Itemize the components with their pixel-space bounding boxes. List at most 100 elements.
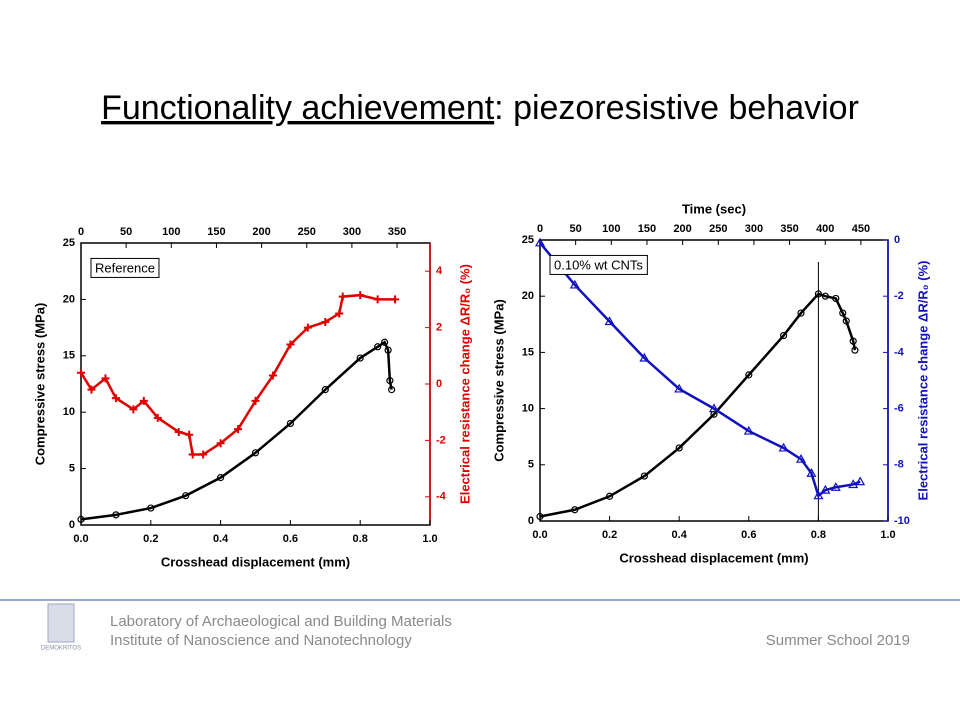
x-tick-label: 1.0 [880, 529, 895, 541]
y-tick-label: 15 [63, 350, 75, 362]
y-tick-label: 0 [528, 515, 534, 527]
x2-tick-label: 0 [78, 226, 84, 238]
y2-tick-label: 0 [436, 378, 442, 390]
data-point [806, 468, 817, 477]
data-point [820, 484, 831, 494]
data-point [356, 354, 364, 362]
data-point [386, 377, 394, 385]
x2-tick-label: 50 [570, 223, 582, 235]
x2-tick-label: 150 [207, 226, 225, 238]
logo-text: DEMOKRITOS [41, 646, 81, 652]
data-point [569, 279, 580, 289]
y-tick-label: 5 [528, 459, 534, 471]
data-point [605, 492, 614, 500]
data-point [286, 419, 294, 428]
data-point [251, 449, 260, 457]
data-point [321, 386, 329, 394]
data-point [821, 292, 829, 300]
data-point [87, 385, 96, 394]
y-tick-label: 20 [63, 293, 75, 305]
y-tick-label: 20 [522, 290, 534, 302]
annotation: Reference [95, 260, 155, 275]
x2-axis-title: Time (sec) [682, 201, 746, 216]
x2-tick-label: 100 [602, 223, 620, 235]
data-point [303, 323, 312, 332]
data-point [848, 479, 859, 489]
x2-tick-label: 50 [120, 226, 132, 238]
y-tick-label: 25 [522, 234, 534, 246]
x-tick-label: 0.8 [811, 529, 826, 541]
x2-tick-label: 200 [252, 226, 270, 238]
data-point [814, 290, 823, 298]
footer-lab: Laboratory of Archaeological and Buildin… [110, 613, 452, 630]
data-point [795, 453, 807, 463]
data-point [639, 352, 650, 362]
y-axis-title: Compressive stress (MPa) [491, 299, 506, 462]
data-point [851, 346, 859, 354]
data-point [321, 317, 330, 326]
series-line [539, 242, 861, 498]
data-point [832, 294, 840, 303]
data-point [675, 444, 683, 452]
data-point [335, 309, 344, 318]
data-point [153, 413, 162, 422]
data-point [374, 343, 382, 351]
x-tick-label: 0.2 [602, 529, 617, 541]
y-tick-label: 10 [522, 403, 534, 415]
data-point [536, 512, 544, 521]
title-underlined: Functionality achievement [101, 89, 495, 127]
data-point [830, 482, 841, 491]
x-tick-label: 0.0 [73, 533, 88, 545]
y2-axis-title: Electrical resistance change ΔR/R₀ (%) [915, 261, 930, 501]
data-point [268, 371, 277, 380]
data-point [199, 450, 208, 459]
plot-frame [539, 239, 889, 522]
y-tick-label: 10 [63, 406, 75, 418]
y2-tick-label: 2 [436, 322, 442, 334]
series-line [80, 340, 393, 521]
data-point [182, 492, 190, 500]
annotation-box [549, 254, 648, 275]
data-point [251, 396, 260, 405]
x-tick-label: 0.4 [672, 529, 688, 541]
data-point [356, 291, 365, 300]
data-point [286, 340, 295, 349]
data-point [185, 430, 194, 439]
x2-tick-label: 450 [852, 223, 870, 235]
x2-tick-label: 100 [162, 226, 180, 238]
data-point [745, 371, 753, 379]
data-point [708, 403, 720, 413]
x-tick-label: 0.0 [532, 529, 547, 541]
slide-title: Functionality achievement: piezoresistiv… [101, 89, 859, 127]
data-point [188, 450, 197, 459]
annotation: 0.10% wt CNTs [554, 257, 643, 272]
y-tick-label: 0 [69, 519, 75, 531]
data-point [855, 476, 866, 486]
x-tick-label: 1.0 [422, 533, 437, 545]
x2-tick-label: 300 [343, 226, 361, 238]
x2-tick-label: 400 [816, 223, 834, 235]
data-point [534, 237, 546, 247]
y-tick-label: 15 [522, 346, 534, 358]
y-tick-label: 25 [63, 237, 75, 249]
x-axis-title: Crosshead displacement (mm) [619, 550, 808, 565]
data-point [388, 386, 396, 394]
y2-tick-label: -4 [436, 491, 447, 503]
data-point [813, 490, 824, 500]
data-point [217, 474, 225, 482]
x2-tick-label: 150 [638, 223, 656, 235]
data-point [604, 316, 615, 326]
footer-event: Summer School 2019 [766, 632, 910, 649]
data-point [743, 425, 754, 435]
data-point [129, 405, 138, 414]
data-point [101, 374, 110, 383]
data-point [77, 515, 85, 523]
y2-tick-label: 0 [894, 234, 900, 246]
x2-tick-label: 350 [780, 223, 798, 235]
x-tick-label: 0.6 [741, 529, 756, 541]
y2-tick-label: -2 [436, 434, 446, 446]
data-point [839, 309, 847, 317]
x2-tick-label: 0 [537, 223, 543, 235]
footer-institute: Institute of Nanoscience and Nanotechnol… [110, 632, 412, 649]
y2-tick-label: -2 [894, 290, 904, 302]
